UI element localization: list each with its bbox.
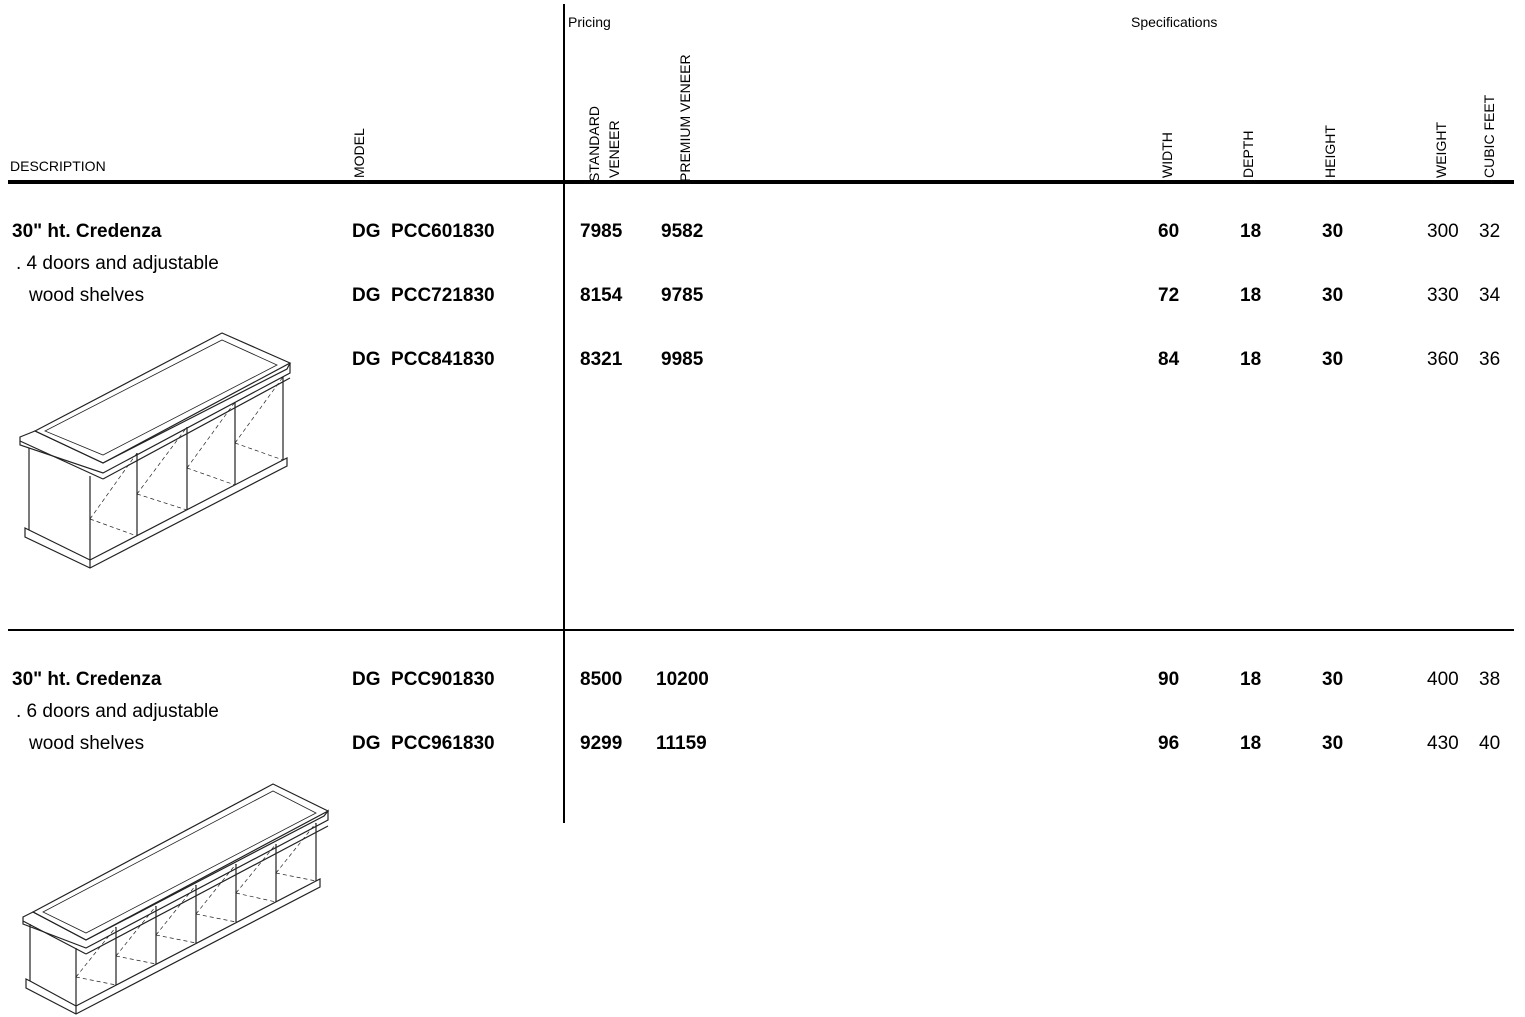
- cubic-feet-column-header: CUBIC FEET: [1481, 94, 1497, 178]
- credenza-6-door-drawing-icon: [22, 783, 330, 1015]
- width-cell: 96: [1158, 733, 1180, 754]
- weight-cell: 400: [1427, 669, 1459, 690]
- premium-veneer-price: 10200: [656, 669, 709, 690]
- height-cell: 30: [1322, 733, 1344, 754]
- model-cell: DG PCC721830: [352, 285, 495, 306]
- model-cell: DG PCC961830: [352, 733, 495, 754]
- weight-cell: 360: [1427, 349, 1459, 370]
- premium-veneer-price: 9785: [661, 285, 704, 306]
- standard-veneer-price: 7985: [580, 221, 623, 242]
- weight-cell: 330: [1427, 285, 1459, 306]
- height-cell: 30: [1322, 669, 1344, 690]
- width-column-header: WIDTH: [1159, 132, 1175, 178]
- pricing-group-label: Pricing: [568, 14, 611, 30]
- weight-cell: 430: [1427, 733, 1459, 754]
- header-divider-line: [563, 4, 565, 180]
- height-column-header: HEIGHT: [1322, 125, 1338, 178]
- standard-veneer-column-header-1: STANDARD: [586, 106, 602, 182]
- standard-veneer-price: 8321: [580, 349, 623, 370]
- section-1-title: 30" ht. Credenza: [12, 221, 162, 242]
- depth-cell: 18: [1240, 669, 1262, 690]
- model-column-header: MODEL: [351, 128, 367, 178]
- cubic-feet-cell: 34: [1479, 285, 1501, 306]
- premium-veneer-price: 9582: [661, 221, 704, 242]
- weight-column-header: WEIGHT: [1433, 122, 1449, 178]
- width-cell: 72: [1158, 285, 1180, 306]
- standard-veneer-price: 9299: [580, 733, 623, 754]
- depth-cell: 18: [1240, 285, 1262, 306]
- section-2-title: 30" ht. Credenza: [12, 669, 162, 690]
- cubic-feet-cell: 32: [1479, 221, 1501, 242]
- standard-veneer-column-header-2: VENEER: [606, 120, 622, 178]
- standard-veneer-price: 8154: [580, 285, 623, 306]
- depth-cell: 18: [1240, 733, 1262, 754]
- width-cell: 60: [1158, 221, 1180, 242]
- width-cell: 90: [1158, 669, 1180, 690]
- cubic-feet-cell: 38: [1479, 669, 1501, 690]
- premium-veneer-column-header: PREMIUM VENEER: [677, 54, 693, 182]
- model-cell: DG PCC901830: [352, 669, 495, 690]
- section-2-desc-line-2: wood shelves: [29, 733, 145, 754]
- credenza-4-door-drawing-icon: [19, 332, 292, 569]
- width-cell: 84: [1158, 349, 1180, 370]
- depth-column-header: DEPTH: [1240, 130, 1256, 178]
- section-1-divider-line: [563, 184, 565, 632]
- model-cell: DG PCC841830: [352, 349, 495, 370]
- section-1-desc-line-2: wood shelves: [29, 285, 145, 306]
- model-cell: DG PCC601830: [352, 221, 495, 242]
- description-column-header: DESCRIPTION: [10, 158, 106, 174]
- premium-veneer-price: 9985: [661, 349, 704, 370]
- header-rule: [8, 180, 1514, 184]
- section-separator-rule: [8, 629, 1514, 631]
- standard-veneer-price: 8500: [580, 669, 623, 690]
- section-2-desc-line-1: . 6 doors and adjustable: [16, 701, 219, 722]
- height-cell: 30: [1322, 349, 1344, 370]
- depth-cell: 18: [1240, 221, 1262, 242]
- cubic-feet-cell: 36: [1479, 349, 1501, 370]
- height-cell: 30: [1322, 285, 1344, 306]
- section-1-desc-line-1: . 4 doors and adjustable: [16, 253, 219, 274]
- section-2-divider-line: [563, 631, 565, 823]
- premium-veneer-price: 11159: [656, 733, 707, 754]
- weight-cell: 300: [1427, 221, 1459, 242]
- cubic-feet-cell: 40: [1479, 733, 1501, 754]
- depth-cell: 18: [1240, 349, 1262, 370]
- specifications-group-label: Specifications: [1131, 14, 1218, 30]
- height-cell: 30: [1322, 221, 1344, 242]
